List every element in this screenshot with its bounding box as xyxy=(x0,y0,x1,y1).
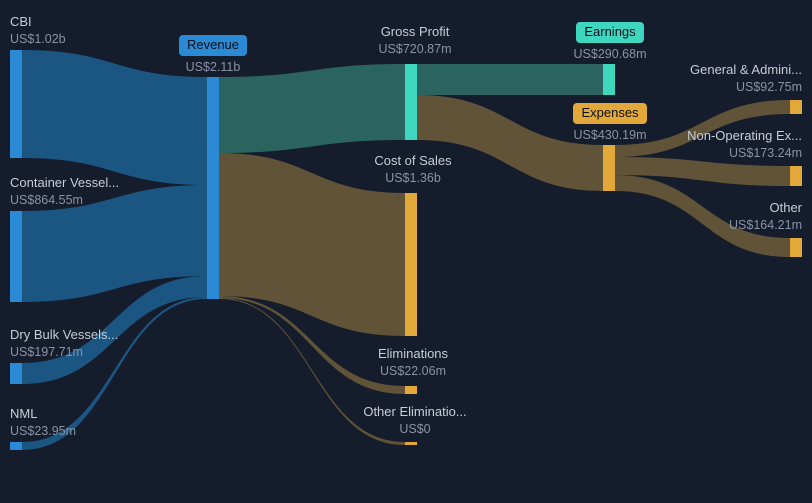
node-label-earnings: Earnings US$290.68m xyxy=(560,22,660,62)
cost-value: US$1.36b xyxy=(358,170,468,186)
revenue-value: US$2.11b xyxy=(166,59,260,75)
node-label-cbi: CBI US$1.02b xyxy=(10,14,66,47)
node-label-revenue: Revenue US$2.11b xyxy=(166,35,260,75)
gross-value: US$720.87m xyxy=(360,41,470,57)
other-title: Other xyxy=(729,200,802,217)
nonop-title: Non-Operating Ex... xyxy=(687,128,802,145)
earnings-value: US$290.68m xyxy=(560,46,660,62)
ga-title: General & Admini... xyxy=(690,62,802,79)
node-label-gross: Gross Profit US$720.87m xyxy=(360,24,470,57)
elim-value: US$22.06m xyxy=(358,363,468,379)
node-label-drybulk: Dry Bulk Vessels... US$197.71m xyxy=(10,327,118,360)
expenses-chip: Expenses xyxy=(573,103,646,124)
node-label-other: Other US$164.21m xyxy=(729,200,802,233)
nonop-value: US$173.24m xyxy=(687,145,802,161)
gross-title: Gross Profit xyxy=(360,24,470,41)
drybulk-title: Dry Bulk Vessels... xyxy=(10,327,118,344)
nml-title: NML xyxy=(10,406,76,423)
otherelim-value: US$0 xyxy=(350,421,480,437)
other-value: US$164.21m xyxy=(729,217,802,233)
node-label-elim: Eliminations US$22.06m xyxy=(358,346,468,379)
node-label-nonop: Non-Operating Ex... US$173.24m xyxy=(687,128,802,161)
earnings-chip: Earnings xyxy=(576,22,643,43)
cbi-title: CBI xyxy=(10,14,66,31)
cbi-value: US$1.02b xyxy=(10,31,66,47)
container-title: Container Vessel... xyxy=(10,175,119,192)
node-label-nml: NML US$23.95m xyxy=(10,406,76,439)
ga-value: US$92.75m xyxy=(690,79,802,95)
expenses-value: US$430.19m xyxy=(558,127,662,143)
node-label-ga: General & Admini... US$92.75m xyxy=(690,62,802,95)
nml-value: US$23.95m xyxy=(10,423,76,439)
drybulk-value: US$197.71m xyxy=(10,344,118,360)
node-label-otherelim: Other Eliminatio... US$0 xyxy=(350,404,480,437)
cost-title: Cost of Sales xyxy=(358,153,468,170)
node-label-expenses: Expenses US$430.19m xyxy=(558,103,662,143)
revenue-chip: Revenue xyxy=(179,35,247,56)
node-label-cost: Cost of Sales US$1.36b xyxy=(358,153,468,186)
node-label-container: Container Vessel... US$864.55m xyxy=(10,175,119,208)
container-value: US$864.55m xyxy=(10,192,119,208)
otherelim-title: Other Eliminatio... xyxy=(350,404,480,421)
elim-title: Eliminations xyxy=(358,346,468,363)
